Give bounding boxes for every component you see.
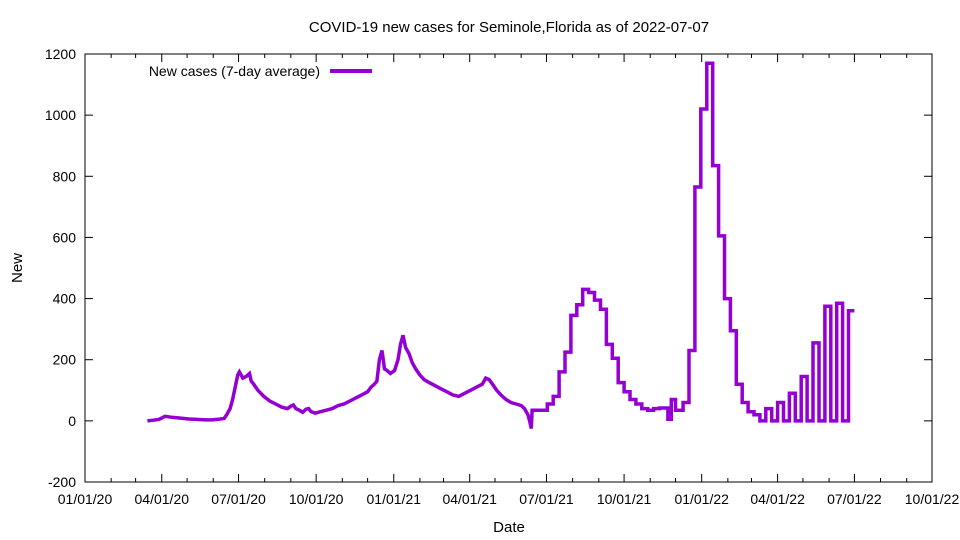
x-axis-label: Date: [493, 519, 525, 536]
x-tick-label: 04/01/22: [750, 491, 805, 507]
series-layer: [147, 61, 855, 429]
y-tick-label: 400: [53, 291, 77, 307]
y-axis-label: New: [9, 253, 26, 283]
x-tick-label: 10/01/22: [905, 491, 960, 507]
y-tick-label: -200: [48, 474, 76, 490]
x-tick-label: 10/01/20: [289, 491, 344, 507]
legend-label: New cases (7-day average): [149, 63, 320, 79]
plot-frame: [84, 53, 933, 483]
chart-title: COVID-19 new cases for Seminole,Florida …: [309, 19, 709, 36]
x-tick-label: 07/01/20: [211, 491, 266, 507]
x-tick-label: 07/01/22: [827, 491, 882, 507]
y-tick-label: 1200: [45, 46, 76, 62]
series-line: [147, 61, 855, 429]
y-axis: -200 0 200 400 600 800 1000 1200: [45, 46, 932, 490]
y-tick-label: 200: [53, 352, 77, 368]
x-tick-label: 01/01/22: [674, 491, 729, 507]
y-tick-label: 1000: [45, 107, 76, 123]
x-tick-label: 04/01/21: [442, 491, 497, 507]
x-axis: 01/01/20 04/01/20 07/01/20 10/01/20 01/01/21…: [58, 54, 960, 507]
x-tick-label: 07/01/21: [519, 491, 574, 507]
x-tick-label: 01/01/20: [58, 491, 113, 507]
legend: New cases (7-day average): [149, 63, 372, 79]
x-tick-label: 01/01/21: [367, 491, 422, 507]
y-tick-label: 800: [53, 168, 77, 184]
y-tick-label: 600: [53, 229, 77, 245]
x-tick-label: 10/01/21: [597, 491, 652, 507]
y-tick-label: 0: [68, 413, 76, 429]
x-tick-label: 04/01/20: [135, 491, 190, 507]
